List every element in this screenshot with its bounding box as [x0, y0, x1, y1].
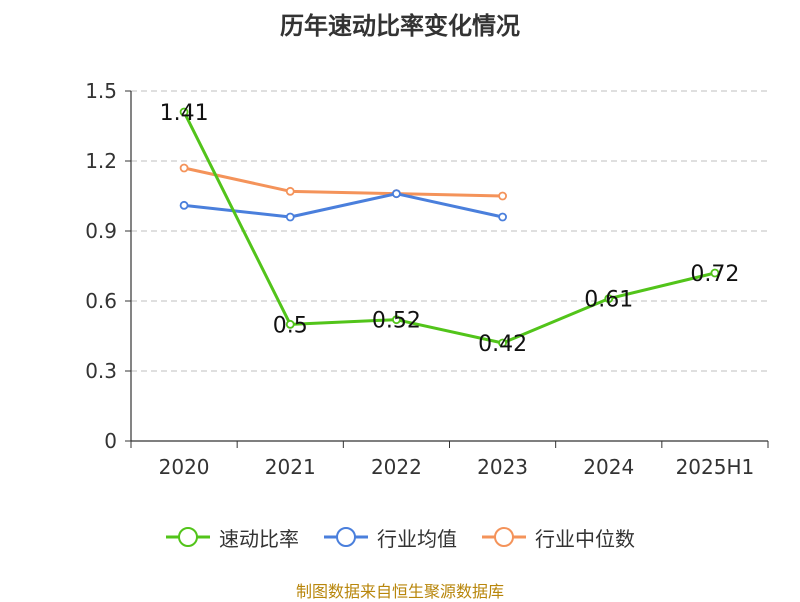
y-tick-label-1: 0.3 — [85, 359, 117, 383]
x-tick-label-2: 2022 — [371, 455, 422, 479]
series-0-point-2 — [392, 315, 401, 325]
x-tick-label-1: 2021 — [265, 455, 316, 479]
axis-layer: 0 0.3 0.6 0.9 1.2 1.5 2020 2021 2022 2023 2024 2025… — [85, 79, 769, 479]
series-line-2 — [183, 166, 503, 198]
series-1-point-3 — [498, 212, 507, 222]
series-1-point-0 — [179, 200, 189, 210]
data-label-0-2: 0.52 — [372, 309, 421, 334]
series-2-point-1 — [285, 186, 295, 196]
data-label-0-4: 0.61 — [584, 288, 633, 313]
legend-item-0[interactable]: 速动比率 — [165, 523, 299, 552]
y-tick-label-5: 1.5 — [85, 79, 117, 103]
grid-layer — [131, 90, 768, 372]
legend-item-2[interactable]: 行业中位数 — [481, 523, 635, 552]
data-label-0-1: 0.5 — [273, 313, 308, 338]
series-2-point-3 — [498, 191, 507, 201]
series-2-point-0 — [179, 163, 189, 173]
legend-swatch-marker-2 — [494, 527, 514, 547]
x-tick-label-4: 2024 — [583, 455, 634, 479]
x-tick-label-3: 2023 — [477, 455, 528, 479]
series-0-point-5 — [710, 268, 720, 278]
legend-swatch-2 — [482, 527, 526, 547]
y-tick-label-2: 0.6 — [85, 289, 117, 313]
series-1-point-1 — [285, 212, 295, 222]
series-0-point-4 — [604, 294, 614, 304]
series-0-point-3 — [498, 338, 507, 348]
series-1-point-2 — [392, 189, 401, 199]
legend-item-1[interactable]: 行业均值 — [323, 523, 457, 552]
x-tick-label-5: 2025H1 — [676, 455, 755, 479]
series-layer — [179, 107, 720, 348]
data-label-0-5: 0.72 — [690, 262, 739, 287]
legend-label-2: 行业中位数 — [535, 526, 635, 551]
legend-swatch-marker-0 — [178, 527, 198, 547]
series-line-0 — [182, 111, 716, 345]
y-tick-label-0: 0 — [104, 429, 117, 453]
source-note: 制图数据来自恒生聚源数据库 — [295, 582, 504, 601]
series-0-point-1 — [285, 319, 295, 329]
chart-legend: 速动比率 行业均值 行业中位数 — [0, 520, 800, 554]
legend-swatch-1 — [324, 527, 368, 547]
x-tick-label-0: 2020 — [159, 455, 210, 479]
legend-swatch-marker-1 — [336, 527, 356, 547]
label-layer: 1.41 0.5 0.52 0.42 0.61 0.72 — [160, 101, 740, 357]
legend-swatch-0 — [166, 527, 210, 547]
y-tick-label-4: 1.2 — [85, 149, 117, 173]
y-tick-label-3: 0.9 — [85, 219, 117, 243]
series-0-point-0 — [179, 107, 189, 117]
data-label-0-0: 1.41 — [160, 101, 209, 126]
chart-title: 历年速动比率变化情况 — [280, 12, 520, 40]
series-line-1 — [183, 192, 503, 219]
legend-label-1: 行业均值 — [377, 526, 457, 551]
legend-label-0: 速动比率 — [219, 526, 299, 551]
data-label-0-3: 0.42 — [478, 332, 527, 357]
